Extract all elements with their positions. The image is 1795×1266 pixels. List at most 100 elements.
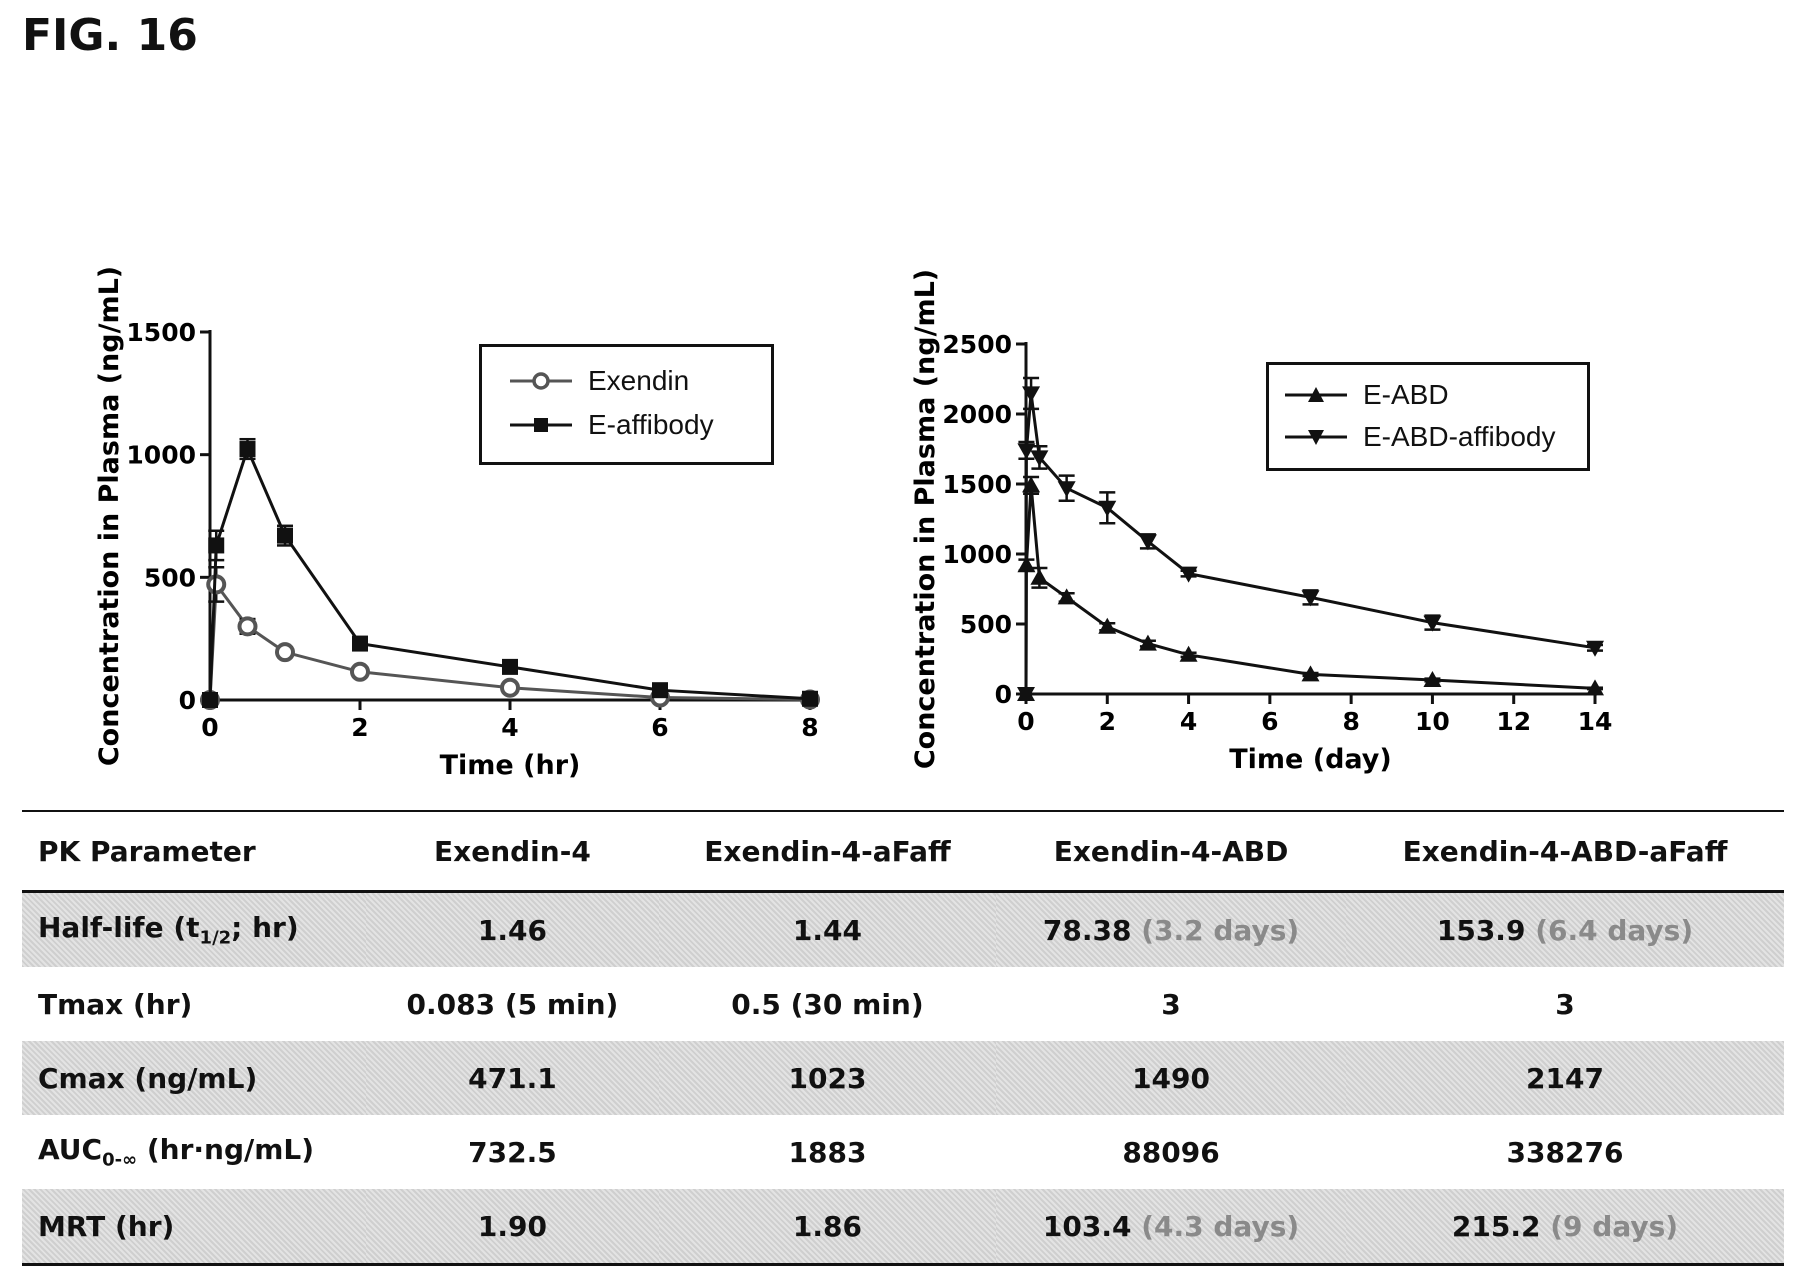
data-point — [1138, 534, 1157, 551]
data-point — [1057, 588, 1076, 605]
data-point — [1586, 679, 1604, 696]
data-point — [502, 658, 518, 675]
data-point — [1179, 645, 1198, 662]
header-pk-parameter: PK Parameter — [38, 834, 256, 868]
x-axis-label: Time (day) — [1229, 744, 1392, 775]
x-tick-label: 8 — [801, 713, 818, 742]
data-point — [208, 537, 225, 554]
table-row-mrt: MRT (hr) 1.90 1.86 103.4 (4.3 days) 215.… — [22, 1189, 1784, 1265]
data-point — [1098, 617, 1117, 634]
x-tick-label: 14 — [1578, 707, 1613, 736]
x-tick-label: 6 — [651, 713, 668, 742]
data-point — [1017, 687, 1035, 703]
x-tick-label: 4 — [1180, 707, 1197, 736]
y-tick-label: 2000 — [942, 400, 1012, 429]
x-tick-label: 0 — [201, 713, 218, 742]
table-cell: 732.5 — [468, 1135, 557, 1169]
data-point — [500, 677, 520, 698]
legend-marker-square-icon — [510, 418, 572, 432]
row-label: MRT (hr) — [22, 1189, 366, 1265]
legend-left: Exendin E-affibody — [479, 344, 774, 465]
legend-marker-triangle-down-icon — [1285, 430, 1347, 445]
table-cell: 1.90 — [366, 1189, 659, 1265]
legend-marker-triangle-up-icon — [1285, 387, 1347, 402]
data-point — [1423, 671, 1442, 687]
table-row-half-life: Half-life (t1/2; hr) 1.46 1.44 78.38 (3.… — [22, 891, 1784, 967]
y-tick-label: 2500 — [942, 330, 1012, 359]
table-cell: 1490 — [996, 1041, 1346, 1115]
data-point — [1030, 568, 1049, 585]
table-row-auc: AUC0-∞ (hr·ng/mL) 732.5 1883 88096 33827… — [22, 1115, 1784, 1189]
legend-label-e-abd: E-ABD — [1363, 379, 1449, 410]
x-tick-label: 2 — [351, 713, 368, 742]
legend-label-e-affibody: E-affibody — [588, 409, 714, 440]
data-point — [1423, 615, 1442, 632]
row-label: Cmax (ng/mL) — [22, 1041, 366, 1115]
legend-item-e-affibody: E-affibody — [510, 409, 714, 441]
table-row-cmax: Cmax (ng/mL) 471.1 1023 1490 2147 — [22, 1041, 1784, 1115]
data-point — [1022, 386, 1041, 403]
x-tick-label: 2 — [1099, 707, 1116, 736]
legend-right: E-ABD E-ABD-affibody — [1266, 362, 1590, 471]
data-point — [802, 690, 818, 707]
data-point — [1030, 450, 1049, 467]
pk-parameter-table: PK Parameter Exendin-4 Exendin-4-aFaff E… — [22, 810, 1784, 1266]
series-e-affibody — [202, 437, 818, 708]
data-point — [1301, 590, 1320, 607]
table-cell: 153.9 (6.4 days) — [1346, 891, 1784, 967]
row-label: AUC0-∞ (hr·ng/mL) — [38, 1133, 315, 1171]
series-e-abd-affibody — [1017, 376, 1604, 703]
y-tick-label: 1000 — [942, 540, 1012, 569]
x-tick-label: 4 — [501, 713, 518, 742]
cell-note: (3.2 days) — [1141, 913, 1300, 947]
data-point — [1301, 665, 1320, 682]
table-cell: 1023 — [658, 1041, 997, 1115]
table-cell: 1.46 — [366, 891, 659, 967]
data-point — [202, 692, 218, 708]
y-tick-label: 500 — [960, 610, 1012, 639]
x-tick-label: 6 — [1261, 707, 1278, 736]
table-cell: 2147 — [1346, 1041, 1784, 1115]
cell-note: (4.3 days) — [1141, 1209, 1300, 1243]
table-cell: 3 — [1555, 987, 1575, 1021]
y-tick-label: 1500 — [942, 470, 1012, 499]
table-cell: 3 — [1161, 987, 1181, 1021]
table-cell: 215.2 (9 days) — [1346, 1189, 1784, 1265]
table-cell: 0.083 (5 min) — [406, 987, 619, 1021]
data-point — [1057, 481, 1076, 498]
table-cell: 1.86 — [658, 1189, 997, 1265]
table-cell: 0.5 (30 min) — [731, 987, 924, 1021]
table-cell: 88096 — [1122, 1135, 1220, 1169]
header-exendin-4: Exendin-4 — [434, 834, 591, 868]
legend-label-e-abd-affibody: E-ABD-affibody — [1363, 421, 1556, 452]
series-line-e-affibody — [208, 444, 811, 701]
data-point — [1138, 634, 1157, 651]
header-exendin-4-abd-afaff: Exendin-4-ABD-aFaff — [1402, 834, 1728, 868]
data-point — [237, 616, 258, 637]
legend-item-e-abd: E-ABD — [1285, 379, 1449, 411]
data-point — [352, 635, 368, 652]
header-exendin-4-afaff: Exendin-4-aFaff — [704, 834, 951, 868]
table-header-row: PK Parameter Exendin-4 Exendin-4-aFaff E… — [22, 811, 1784, 892]
data-point — [652, 682, 668, 699]
y-tick-label: 1000 — [126, 441, 196, 470]
x-tick-label: 12 — [1496, 707, 1531, 736]
y-tick-label: 500 — [144, 563, 196, 592]
x-tick-label: 8 — [1342, 707, 1359, 736]
data-point — [1586, 640, 1604, 657]
data-point — [1017, 443, 1036, 460]
cell-note: (9 days) — [1550, 1209, 1679, 1243]
legend-item-e-abd-affibody: E-ABD-affibody — [1285, 421, 1555, 453]
data-point — [277, 527, 293, 544]
row-label: Half-life (t1/2; hr) — [22, 891, 366, 967]
data-point — [350, 661, 370, 682]
chart-abd-day: 0 500 1000 1500 2000 2500 0 2 4 6 8 10 12 14 Time (day… — [910, 269, 1613, 775]
legend-label-exendin: Exendin — [588, 365, 690, 396]
figure-title: FIG. 16 — [22, 10, 198, 61]
chart-exendin-hr: 0 500 1000 1500 0 2 4 6 8 Time (hr) Concentration … — [94, 266, 820, 781]
y-tick-label: 1500 — [126, 318, 196, 347]
table-cell: 103.4 (4.3 days) — [996, 1189, 1346, 1265]
legend-item-exendin: Exendin — [510, 365, 689, 397]
y-axis-label: Concentration in Plasma (ng/mL) — [94, 266, 125, 766]
x-axis-label: Time (hr) — [440, 750, 581, 781]
